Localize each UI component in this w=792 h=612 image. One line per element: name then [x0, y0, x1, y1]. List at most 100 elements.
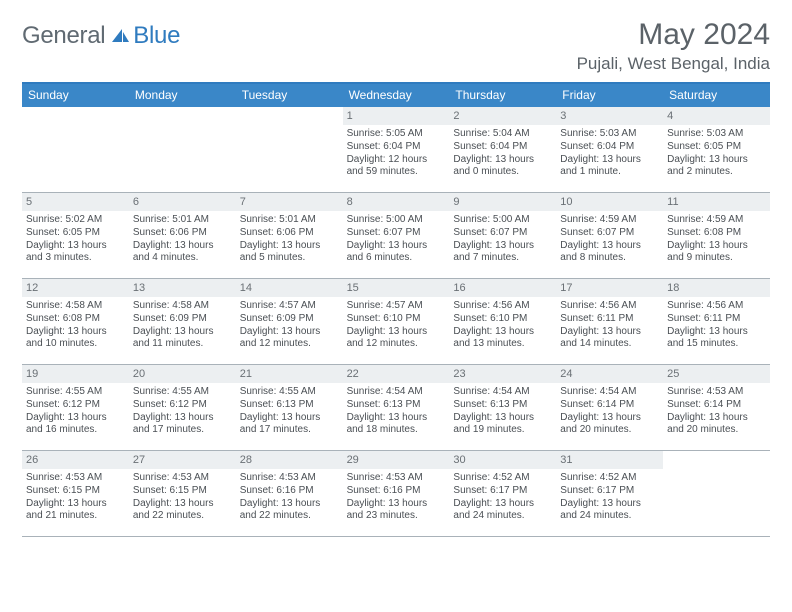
daylight-text: Daylight: 13 hours and 8 minutes. — [560, 240, 659, 266]
sunset-text: Sunset: 6:12 PM — [133, 399, 232, 412]
day-cell: 25Sunrise: 4:53 AMSunset: 6:14 PMDayligh… — [663, 365, 770, 451]
sunrise-text: Sunrise: 4:56 AM — [667, 300, 766, 313]
daylight-text: Daylight: 13 hours and 20 minutes. — [560, 412, 659, 438]
day-cell: 9Sunrise: 5:00 AMSunset: 6:07 PMDaylight… — [449, 193, 556, 279]
sunset-text: Sunset: 6:15 PM — [133, 485, 232, 498]
sunrise-text: Sunrise: 4:56 AM — [453, 300, 552, 313]
sunrise-text: Sunrise: 4:55 AM — [240, 386, 339, 399]
sunset-text: Sunset: 6:14 PM — [667, 399, 766, 412]
sunrise-text: Sunrise: 4:59 AM — [667, 214, 766, 227]
day-cell: 17Sunrise: 4:56 AMSunset: 6:11 PMDayligh… — [556, 279, 663, 365]
logo-text-general: General — [22, 22, 105, 50]
sunrise-text: Sunrise: 4:55 AM — [26, 386, 125, 399]
sunrise-text: Sunrise: 5:01 AM — [240, 214, 339, 227]
weekday-monday: Monday — [129, 84, 236, 107]
day-cell: 11Sunrise: 4:59 AMSunset: 6:08 PMDayligh… — [663, 193, 770, 279]
sunset-text: Sunset: 6:06 PM — [133, 227, 232, 240]
day-cell: 27Sunrise: 4:53 AMSunset: 6:15 PMDayligh… — [129, 451, 236, 537]
day-number: 23 — [449, 365, 556, 383]
daylight-text: Daylight: 13 hours and 1 minute. — [560, 154, 659, 180]
daylight-text: Daylight: 13 hours and 24 minutes. — [453, 498, 552, 524]
sunrise-text: Sunrise: 4:53 AM — [133, 472, 232, 485]
daylight-text: Daylight: 13 hours and 22 minutes. — [240, 498, 339, 524]
sunset-text: Sunset: 6:13 PM — [240, 399, 339, 412]
day-cell: 6Sunrise: 5:01 AMSunset: 6:06 PMDaylight… — [129, 193, 236, 279]
sunrise-text: Sunrise: 4:53 AM — [347, 472, 446, 485]
day-cell: 22Sunrise: 4:54 AMSunset: 6:13 PMDayligh… — [343, 365, 450, 451]
calendar-page: General Blue May 2024 Pujali, West Benga… — [0, 0, 792, 537]
sunset-text: Sunset: 6:07 PM — [560, 227, 659, 240]
day-number: 31 — [556, 451, 663, 469]
daylight-text: Daylight: 13 hours and 0 minutes. — [453, 154, 552, 180]
day-cell: 19Sunrise: 4:55 AMSunset: 6:12 PMDayligh… — [22, 365, 129, 451]
day-cell: 23Sunrise: 4:54 AMSunset: 6:13 PMDayligh… — [449, 365, 556, 451]
day-number: 15 — [343, 279, 450, 297]
daylight-text: Daylight: 13 hours and 16 minutes. — [26, 412, 125, 438]
day-number: 24 — [556, 365, 663, 383]
day-number: 27 — [129, 451, 236, 469]
sunrise-text: Sunrise: 4:59 AM — [560, 214, 659, 227]
day-number: 21 — [236, 365, 343, 383]
sunrise-text: Sunrise: 5:02 AM — [26, 214, 125, 227]
sunset-text: Sunset: 6:15 PM — [26, 485, 125, 498]
logo-text-blue: Blue — [133, 22, 180, 50]
day-number: 16 — [449, 279, 556, 297]
sunset-text: Sunset: 6:10 PM — [347, 313, 446, 326]
sunset-text: Sunset: 6:08 PM — [26, 313, 125, 326]
sunrise-text: Sunrise: 4:54 AM — [453, 386, 552, 399]
day-cell: 8Sunrise: 5:00 AMSunset: 6:07 PMDaylight… — [343, 193, 450, 279]
day-cell: 14Sunrise: 4:57 AMSunset: 6:09 PMDayligh… — [236, 279, 343, 365]
day-cell: 1Sunrise: 5:05 AMSunset: 6:04 PMDaylight… — [343, 107, 450, 193]
day-number: 25 — [663, 365, 770, 383]
day-cell: 3Sunrise: 5:03 AMSunset: 6:04 PMDaylight… — [556, 107, 663, 193]
day-number: 1 — [343, 107, 450, 125]
sunset-text: Sunset: 6:11 PM — [667, 313, 766, 326]
day-number: 6 — [129, 193, 236, 211]
weekday-header-row: SundayMondayTuesdayWednesdayThursdayFrid… — [22, 84, 770, 107]
day-number: 13 — [129, 279, 236, 297]
daylight-text: Daylight: 13 hours and 17 minutes. — [133, 412, 232, 438]
day-cell: 5Sunrise: 5:02 AMSunset: 6:05 PMDaylight… — [22, 193, 129, 279]
daylight-text: Daylight: 13 hours and 24 minutes. — [560, 498, 659, 524]
day-cell: 10Sunrise: 4:59 AMSunset: 6:07 PMDayligh… — [556, 193, 663, 279]
daylight-text: Daylight: 13 hours and 9 minutes. — [667, 240, 766, 266]
sunrise-text: Sunrise: 5:00 AM — [347, 214, 446, 227]
day-number: 17 — [556, 279, 663, 297]
sunset-text: Sunset: 6:07 PM — [347, 227, 446, 240]
empty-cell — [663, 451, 770, 537]
sunset-text: Sunset: 6:07 PM — [453, 227, 552, 240]
day-cell: 29Sunrise: 4:53 AMSunset: 6:16 PMDayligh… — [343, 451, 450, 537]
sunset-text: Sunset: 6:16 PM — [240, 485, 339, 498]
sunrise-text: Sunrise: 5:00 AM — [453, 214, 552, 227]
sunrise-text: Sunrise: 4:56 AM — [560, 300, 659, 313]
daylight-text: Daylight: 13 hours and 5 minutes. — [240, 240, 339, 266]
daylight-text: Daylight: 13 hours and 15 minutes. — [667, 326, 766, 352]
calendar-grid: 1Sunrise: 5:05 AMSunset: 6:04 PMDaylight… — [22, 107, 770, 537]
top-bar: General Blue May 2024 Pujali, West Benga… — [22, 18, 770, 74]
daylight-text: Daylight: 13 hours and 4 minutes. — [133, 240, 232, 266]
weekday-wednesday: Wednesday — [343, 84, 450, 107]
empty-cell — [236, 107, 343, 193]
sunset-text: Sunset: 6:08 PM — [667, 227, 766, 240]
sunset-text: Sunset: 6:04 PM — [453, 141, 552, 154]
sunset-text: Sunset: 6:05 PM — [26, 227, 125, 240]
daylight-text: Daylight: 13 hours and 2 minutes. — [667, 154, 766, 180]
empty-cell — [22, 107, 129, 193]
day-cell: 2Sunrise: 5:04 AMSunset: 6:04 PMDaylight… — [449, 107, 556, 193]
day-number: 9 — [449, 193, 556, 211]
sunrise-text: Sunrise: 5:05 AM — [347, 128, 446, 141]
daylight-text: Daylight: 13 hours and 6 minutes. — [347, 240, 446, 266]
day-number: 26 — [22, 451, 129, 469]
sunset-text: Sunset: 6:13 PM — [347, 399, 446, 412]
sunrise-text: Sunrise: 4:52 AM — [453, 472, 552, 485]
day-cell: 7Sunrise: 5:01 AMSunset: 6:06 PMDaylight… — [236, 193, 343, 279]
daylight-text: Daylight: 13 hours and 13 minutes. — [453, 326, 552, 352]
daylight-text: Daylight: 13 hours and 3 minutes. — [26, 240, 125, 266]
day-cell: 26Sunrise: 4:53 AMSunset: 6:15 PMDayligh… — [22, 451, 129, 537]
day-number: 19 — [22, 365, 129, 383]
day-cell: 16Sunrise: 4:56 AMSunset: 6:10 PMDayligh… — [449, 279, 556, 365]
day-number: 22 — [343, 365, 450, 383]
sunrise-text: Sunrise: 5:03 AM — [560, 128, 659, 141]
day-cell: 18Sunrise: 4:56 AMSunset: 6:11 PMDayligh… — [663, 279, 770, 365]
sunset-text: Sunset: 6:09 PM — [240, 313, 339, 326]
